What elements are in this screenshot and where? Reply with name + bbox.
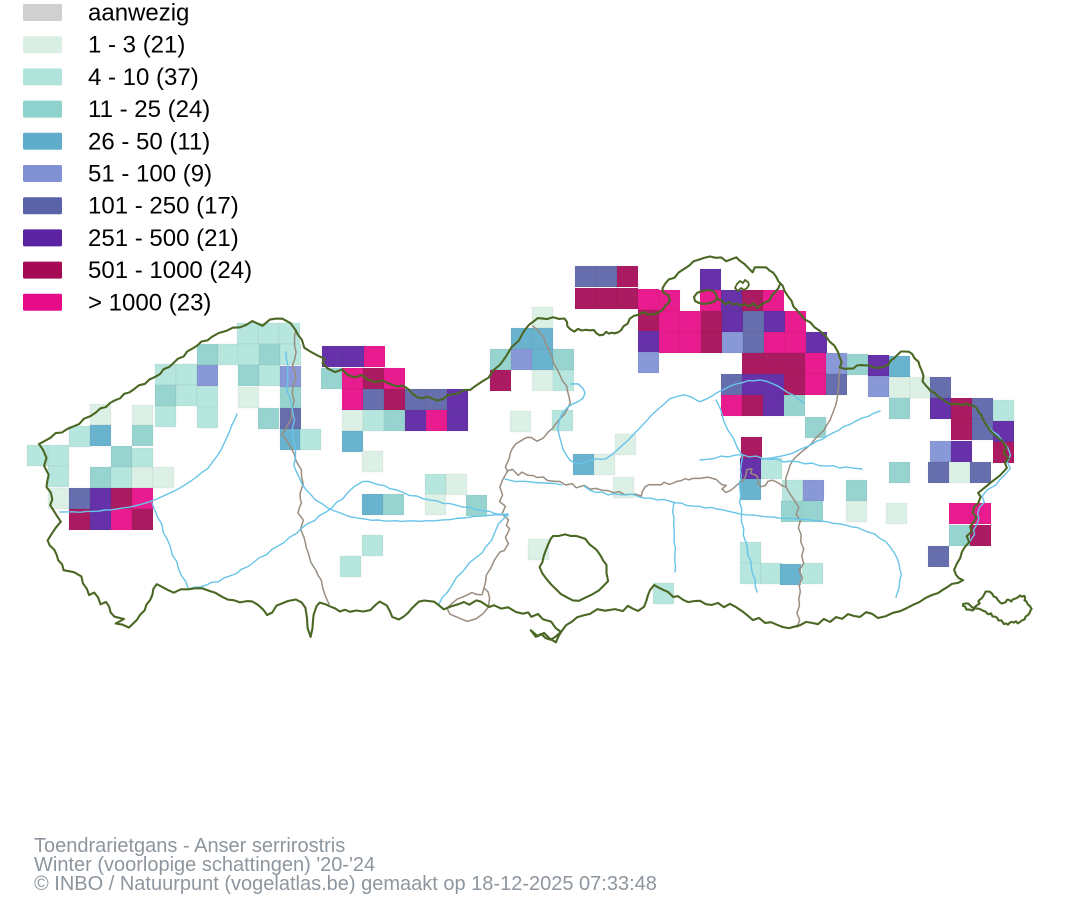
svg-text:26 - 50 (11): 26 - 50 (11): [88, 128, 210, 155]
svg-text:> 1000 (23): > 1000 (23): [88, 289, 211, 316]
svg-text:51 - 100 (9): 51 - 100 (9): [88, 161, 212, 188]
svg-text:aanwezig: aanwezig: [88, 0, 189, 27]
svg-text:4 - 10 (37): 4 - 10 (37): [88, 64, 199, 91]
svg-text:1 - 3 (21): 1 - 3 (21): [88, 32, 185, 59]
svg-text:Toendrarietgans - Anser serrir: Toendrarietgans - Anser serrirostris: [34, 835, 345, 857]
svg-text:101 - 250 (17): 101 - 250 (17): [88, 193, 239, 220]
svg-text:251 - 500 (21): 251 - 500 (21): [88, 225, 239, 252]
svg-text:11 - 25 (24): 11 - 25 (24): [88, 96, 210, 123]
svg-text:Winter (voorlopige schattingen: Winter (voorlopige schattingen) '20-'24: [34, 854, 375, 876]
svg-text:501 - 1000 (24): 501 - 1000 (24): [88, 257, 252, 284]
svg-text:© INBO / Natuurpunt (vogelatla: © INBO / Natuurpunt (vogelatlas.be) gema…: [34, 873, 657, 895]
